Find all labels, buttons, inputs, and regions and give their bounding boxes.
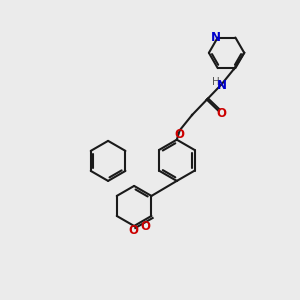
Text: O: O (128, 224, 138, 238)
Text: O: O (174, 128, 184, 142)
Text: O: O (217, 107, 227, 120)
Text: H: H (212, 77, 220, 87)
Text: N: N (217, 79, 227, 92)
Text: O: O (141, 220, 151, 232)
Text: N: N (211, 31, 221, 44)
